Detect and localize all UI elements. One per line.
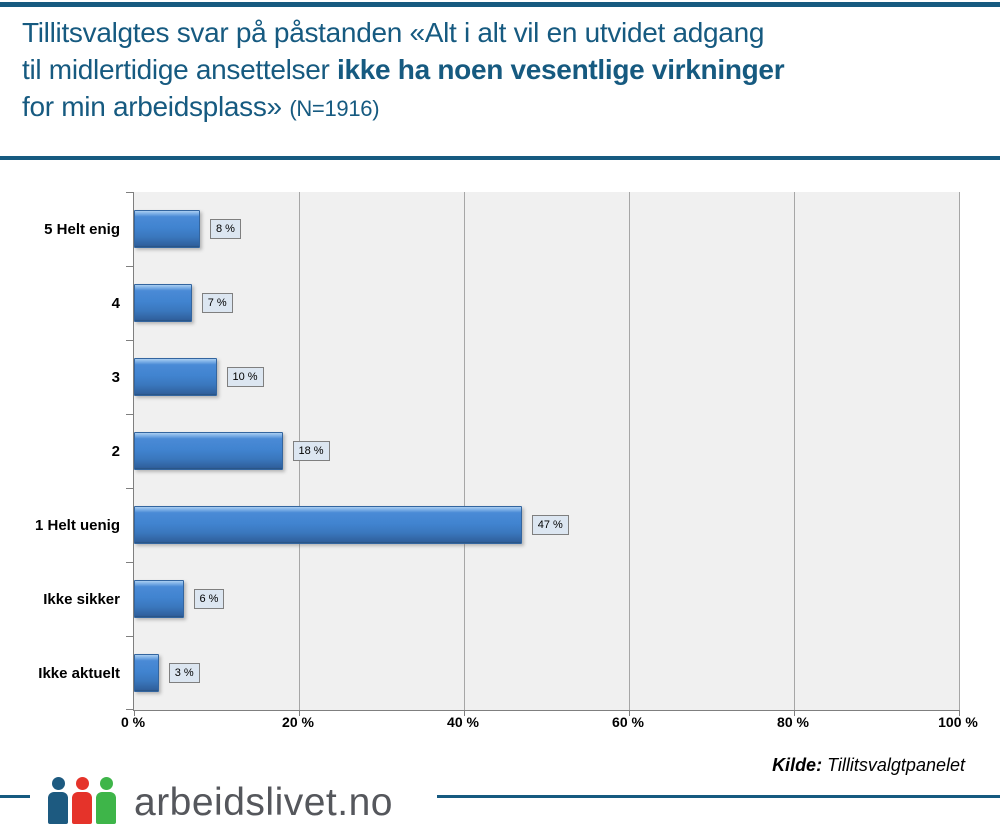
source-value: Tillitsvalgtpanelet bbox=[827, 755, 965, 775]
title-line1: Tillitsvalgtes svar på påstanden «Alt i … bbox=[22, 17, 765, 48]
chart-row: Ikke aktuelt 3 % bbox=[38, 636, 959, 710]
chart-row: 3 10 % bbox=[112, 340, 959, 414]
plot-area: 5 Helt enig 8 % 4 7 % 3 10 % 2 18 % 1 Helt uenig… bbox=[35, 192, 960, 716]
y-axis-tick bbox=[126, 562, 134, 563]
y-axis-tick bbox=[126, 192, 134, 193]
category-label: 3 bbox=[111, 368, 120, 386]
value-label: 3 % bbox=[168, 663, 200, 683]
person-green-icon bbox=[96, 777, 116, 824]
x-axis-tick-label: 0 % bbox=[120, 714, 146, 730]
source-label: Kilde: bbox=[772, 755, 823, 775]
y-axis-tick bbox=[126, 636, 134, 637]
gridline bbox=[629, 192, 630, 710]
y-axis-tick bbox=[126, 488, 134, 489]
gridline bbox=[959, 192, 960, 710]
category-label: Ikke sikker bbox=[43, 590, 120, 608]
x-axis-tick bbox=[629, 710, 630, 716]
chart-row: 1 Helt uenig 47 % bbox=[35, 488, 959, 562]
value-label: 7 % bbox=[201, 293, 233, 313]
category-label: 5 Helt enig bbox=[44, 220, 120, 238]
title-divider bbox=[0, 156, 1000, 160]
chart-row: 2 18 % bbox=[112, 414, 959, 488]
x-axis-labels: 0 % 20 % 40 % 60 % 80 % 100 % bbox=[121, 714, 978, 734]
person-red-icon bbox=[72, 777, 92, 824]
bar bbox=[134, 580, 184, 618]
value-label: 8 % bbox=[210, 219, 241, 239]
y-axis-tick bbox=[126, 709, 134, 710]
x-axis-tick bbox=[299, 710, 300, 716]
value-label: 47 % bbox=[531, 515, 569, 535]
title-line3-normal: for min arbeidsplass» bbox=[22, 91, 290, 122]
x-axis-tick-label: 100 % bbox=[938, 714, 978, 730]
x-axis-tick bbox=[959, 710, 960, 716]
category-label: 4 bbox=[111, 294, 120, 312]
person-blue-icon bbox=[48, 777, 68, 824]
chart-row: 4 7 % bbox=[112, 266, 959, 340]
y-axis-tick bbox=[126, 414, 134, 415]
chart-row: 5 Helt enig 8 % bbox=[44, 192, 959, 266]
category-label: Ikke aktuelt bbox=[38, 664, 120, 682]
page-title: Tillitsvalgtes svar på påstanden «Alt i … bbox=[22, 14, 982, 127]
bar bbox=[134, 210, 200, 248]
x-axis-tick bbox=[464, 710, 465, 716]
source-note: Kilde: Tillitsvalgtpanelet bbox=[772, 755, 965, 776]
value-label: 18 % bbox=[292, 441, 330, 461]
chart-row: Ikke sikker 6 % bbox=[43, 562, 959, 636]
x-axis-tick-label: 40 % bbox=[447, 714, 479, 730]
bar bbox=[134, 506, 522, 544]
gridline bbox=[794, 192, 795, 710]
title-line2-normal: til midlertidige ansettelser bbox=[22, 54, 337, 85]
x-axis-tick bbox=[134, 710, 135, 716]
y-axis-tick bbox=[126, 266, 134, 267]
footer-divider-left bbox=[0, 795, 30, 798]
x-axis-tick-label: 20 % bbox=[282, 714, 314, 730]
people-icon bbox=[48, 777, 120, 824]
arbeidslivet-logo: arbeidslivet.no bbox=[48, 772, 393, 824]
top-divider bbox=[0, 2, 1000, 7]
bar bbox=[134, 284, 192, 322]
x-axis-tick bbox=[794, 710, 795, 716]
x-axis-tick-label: 80 % bbox=[777, 714, 809, 730]
category-label: 1 Helt uenig bbox=[34, 516, 120, 534]
title-sample-size: (N=1916) bbox=[289, 96, 380, 121]
bar bbox=[134, 358, 217, 396]
title-line2-bold: ikke ha noen vesentlige virkninger bbox=[337, 54, 785, 85]
bar bbox=[134, 432, 283, 470]
category-label: 2 bbox=[111, 442, 120, 460]
x-axis-tick-label: 60 % bbox=[612, 714, 644, 730]
y-axis-tick bbox=[126, 340, 134, 341]
value-label: 6 % bbox=[193, 589, 225, 609]
logo-text: arbeidslivet.no bbox=[134, 781, 393, 824]
value-label: 10 % bbox=[226, 367, 264, 387]
bar bbox=[134, 654, 159, 692]
footer-divider-right bbox=[437, 795, 1000, 798]
gridline bbox=[464, 192, 465, 710]
